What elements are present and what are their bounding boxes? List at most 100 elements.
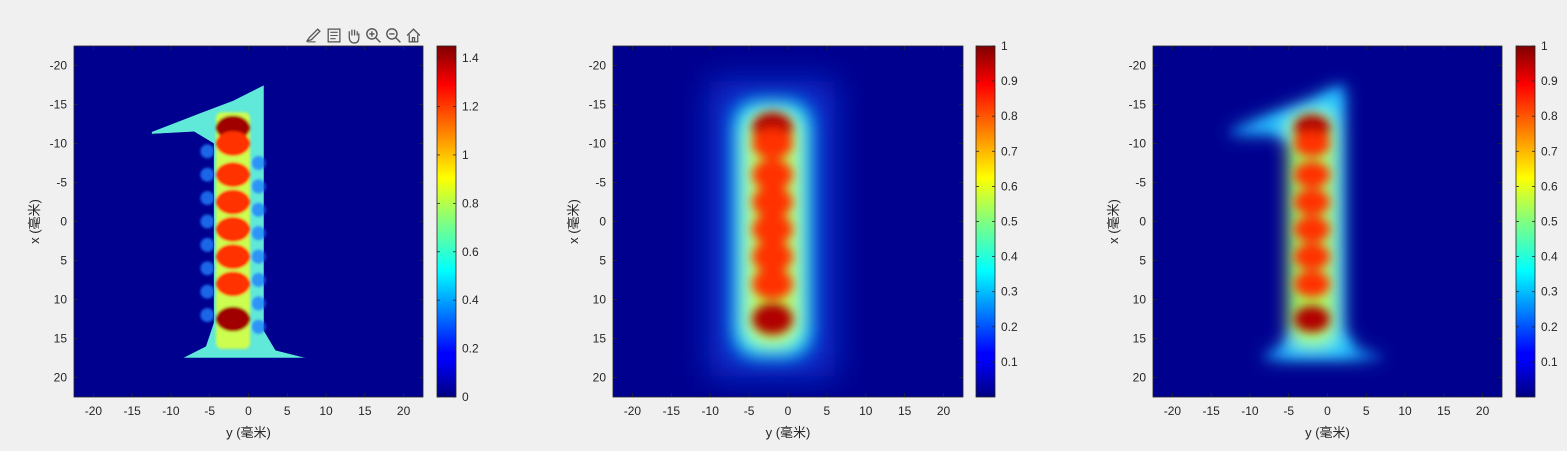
x-tick-label: -20	[624, 404, 642, 418]
colorbar-tick-label: 1	[1541, 39, 1548, 53]
y-tick-label: 15	[1133, 332, 1147, 346]
zoom-in-button[interactable]	[363, 25, 383, 45]
intensity-peak	[215, 216, 251, 242]
colorbar-tick-label: 0.6	[1001, 179, 1018, 193]
y-tick-label: -5	[595, 176, 606, 190]
y-axis-label: x (毫米)	[27, 199, 42, 244]
zoom-in-icon	[365, 27, 381, 43]
colorbar-tick-label: 0.9	[1541, 74, 1558, 88]
intensity-peak	[1294, 305, 1330, 333]
x-tick-label: 20	[937, 404, 951, 418]
intensity-peak	[1294, 270, 1330, 298]
intensity-peak	[1294, 243, 1330, 270]
colorbar-tick-label: 1.4	[462, 51, 479, 65]
colorbar-tick-label: 1	[1001, 39, 1008, 53]
y-tick-label: 5	[1139, 254, 1146, 268]
intensity-peak	[215, 131, 251, 156]
y-tick-label: -15	[50, 98, 68, 112]
x-tick-label: 10	[319, 404, 333, 418]
colorbar-tick-label: 0.1	[1541, 355, 1558, 369]
intensity-peak	[752, 159, 793, 191]
home-button[interactable]	[403, 25, 423, 45]
y-tick-label: 10	[54, 293, 68, 307]
y-tick-label: 10	[593, 293, 607, 307]
colorbar: 0 0.2 0.4 0.6 0.8 1 1.2 1.4	[436, 45, 479, 404]
brush-icon	[305, 27, 321, 42]
x-tick-label: -10	[162, 404, 180, 418]
colorbar-tick-label: 0.8	[1541, 109, 1558, 123]
x-tick-label: 20	[1476, 404, 1490, 418]
colorbar: 0.1 0.2 0.3 0.4 0.5 0.6 0.7 0.8 0.9 1	[975, 39, 1018, 398]
intensity-peak	[752, 127, 793, 160]
x-tick-label: -10	[1241, 404, 1259, 418]
heatmap-panel-3: -20 -15 -10 -5 0 5 10 15 20 -20 -15 -10 -5 0 5 10 15 20 y …	[1106, 39, 1558, 440]
colorbar: 0.1 0.2 0.3 0.4 0.5 0.6 0.7 0.8 0.9 1	[1515, 39, 1558, 398]
home-icon	[406, 27, 420, 43]
heatmap-image	[1153, 46, 1502, 397]
x-tick-label: 5	[1363, 404, 1370, 418]
y-axis-label: x (毫米)	[566, 199, 581, 244]
zoom-out-button[interactable]	[383, 25, 403, 45]
intensity-peak	[1294, 216, 1330, 243]
x-tick-label: -20	[85, 404, 103, 418]
x-tick-label: -5	[1283, 404, 1294, 418]
x-tick-label: -15	[123, 404, 141, 418]
y-tick-label: 5	[599, 254, 606, 268]
colorbar-tick-label: 0.2	[1541, 320, 1558, 334]
y-tick-label: -5	[1135, 176, 1146, 190]
heatmap-panel-1: -20 -15 -10 -5 0 5 10 15 20-20-15-10-505101520y …	[27, 45, 479, 440]
intensity-peak	[752, 186, 793, 218]
y-tick-label: 0	[60, 215, 67, 229]
heatmap-image	[74, 46, 423, 397]
datatip-button[interactable]	[323, 25, 343, 45]
x-axis-label: y (毫米)	[1305, 425, 1350, 440]
intensity-peak	[215, 162, 251, 188]
colorbar-tick-label: 0.1	[1001, 355, 1018, 369]
x-tick-label: 0	[245, 404, 252, 418]
intensity-peak	[215, 306, 251, 332]
y-tick-label: -15	[1129, 98, 1147, 112]
x-tick-label: 15	[1437, 404, 1451, 418]
colorbar-tick-label: 0.5	[1541, 215, 1558, 229]
intensity-peak	[215, 189, 251, 215]
y-tick-label: -10	[589, 137, 607, 151]
colorbar-tick-label: 0.6	[462, 245, 479, 259]
y-tick-label: -10	[1129, 137, 1147, 151]
x-tick-label: 5	[284, 404, 291, 418]
intensity-peak	[1294, 161, 1330, 188]
y-tick-label: -20	[50, 59, 68, 73]
x-tick-label: 5	[824, 404, 831, 418]
y-tick-label: 20	[593, 371, 607, 385]
brush-button[interactable]	[303, 25, 323, 45]
pan-hand-icon	[348, 29, 359, 44]
colorbar-tick-label: 0.4	[1001, 250, 1018, 264]
y-tick-label: -5	[56, 176, 67, 190]
x-tick-label: 20	[397, 404, 411, 418]
x-tick-label: 0	[785, 404, 792, 418]
intensity-peak	[752, 268, 793, 300]
x-tick-label: 10	[859, 404, 873, 418]
x-tick-label: 10	[1398, 404, 1412, 418]
colorbar-tick-label: 0.3	[1541, 285, 1558, 299]
intensity-peak	[752, 241, 793, 273]
datatip-icon	[327, 27, 341, 43]
x-tick-label: -10	[702, 404, 720, 418]
y-tick-label: -20	[1129, 59, 1147, 73]
intensity-peak	[1294, 130, 1330, 157]
pan-button[interactable]	[343, 25, 363, 45]
x-axis-label: y (毫米)	[226, 425, 271, 440]
y-tick-label: 0	[1139, 215, 1146, 229]
intensity-peak	[215, 271, 251, 297]
colorbar-tick-label: 0.2	[1001, 320, 1018, 334]
colorbar-tick-label: 0.7	[1001, 144, 1018, 158]
y-tick-label: 0	[599, 215, 606, 229]
y-tick-label: -20	[589, 59, 607, 73]
y-tick-label: 15	[593, 332, 607, 346]
y-tick-label: 20	[54, 371, 68, 385]
intensity-peak	[215, 244, 251, 270]
x-tick-label: 15	[358, 404, 372, 418]
x-tick-label: -20	[1164, 404, 1182, 418]
x-tick-label: -15	[663, 404, 681, 418]
y-tick-label: 15	[54, 332, 68, 346]
heatmap-panel-2: -20 -15 -10 -5 0 5 10 15 20 -20 -15 -10 -5 0 5 10 15 20 y …	[566, 39, 1018, 440]
